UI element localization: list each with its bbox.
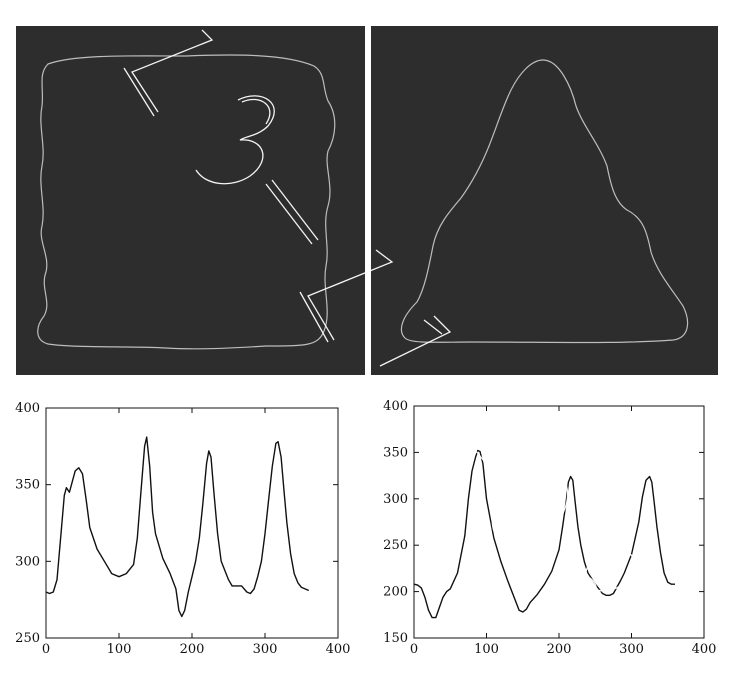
x-tick-label: 0 (410, 642, 418, 657)
x-tick-label: 300 (619, 642, 644, 657)
y-tick-label: 400 (15, 401, 40, 416)
chart-left: 0 100 200 300 400 250 300 350 400 (15, 401, 350, 657)
y-tick-label: 300 (15, 554, 40, 569)
y-tick-label: 150 (383, 631, 408, 646)
y-tick-label: 400 (383, 399, 408, 414)
y-tick-label: 250 (383, 538, 408, 553)
x-tick-label: 400 (692, 642, 717, 657)
x-tick-label: 200 (547, 642, 572, 657)
chart-right: 0 100 200 300 400 150 200 250 300 350 400 (383, 399, 716, 657)
y-tick-label: 200 (383, 585, 408, 600)
y-tick-label: 300 (383, 492, 408, 507)
series-line (45, 436, 310, 618)
y-tick-label: 350 (15, 478, 40, 493)
x-tick-label: 300 (253, 642, 278, 657)
x-tick-label: 200 (180, 642, 205, 657)
triangle-contour-line (400, 59, 689, 344)
plot-frame (413, 405, 705, 639)
square-contour-line (37, 54, 336, 350)
series-line (413, 449, 675, 619)
x-tick-label: 100 (107, 642, 132, 657)
x-tick-label: 400 (326, 642, 351, 657)
square-contour-svg (37, 54, 336, 350)
x-tick-label: 0 (42, 642, 50, 657)
y-tick-label: 350 (383, 445, 408, 460)
y-tick-label: 250 (15, 631, 40, 646)
x-tick-label: 100 (474, 642, 499, 657)
triangle-contour-svg (400, 59, 689, 344)
